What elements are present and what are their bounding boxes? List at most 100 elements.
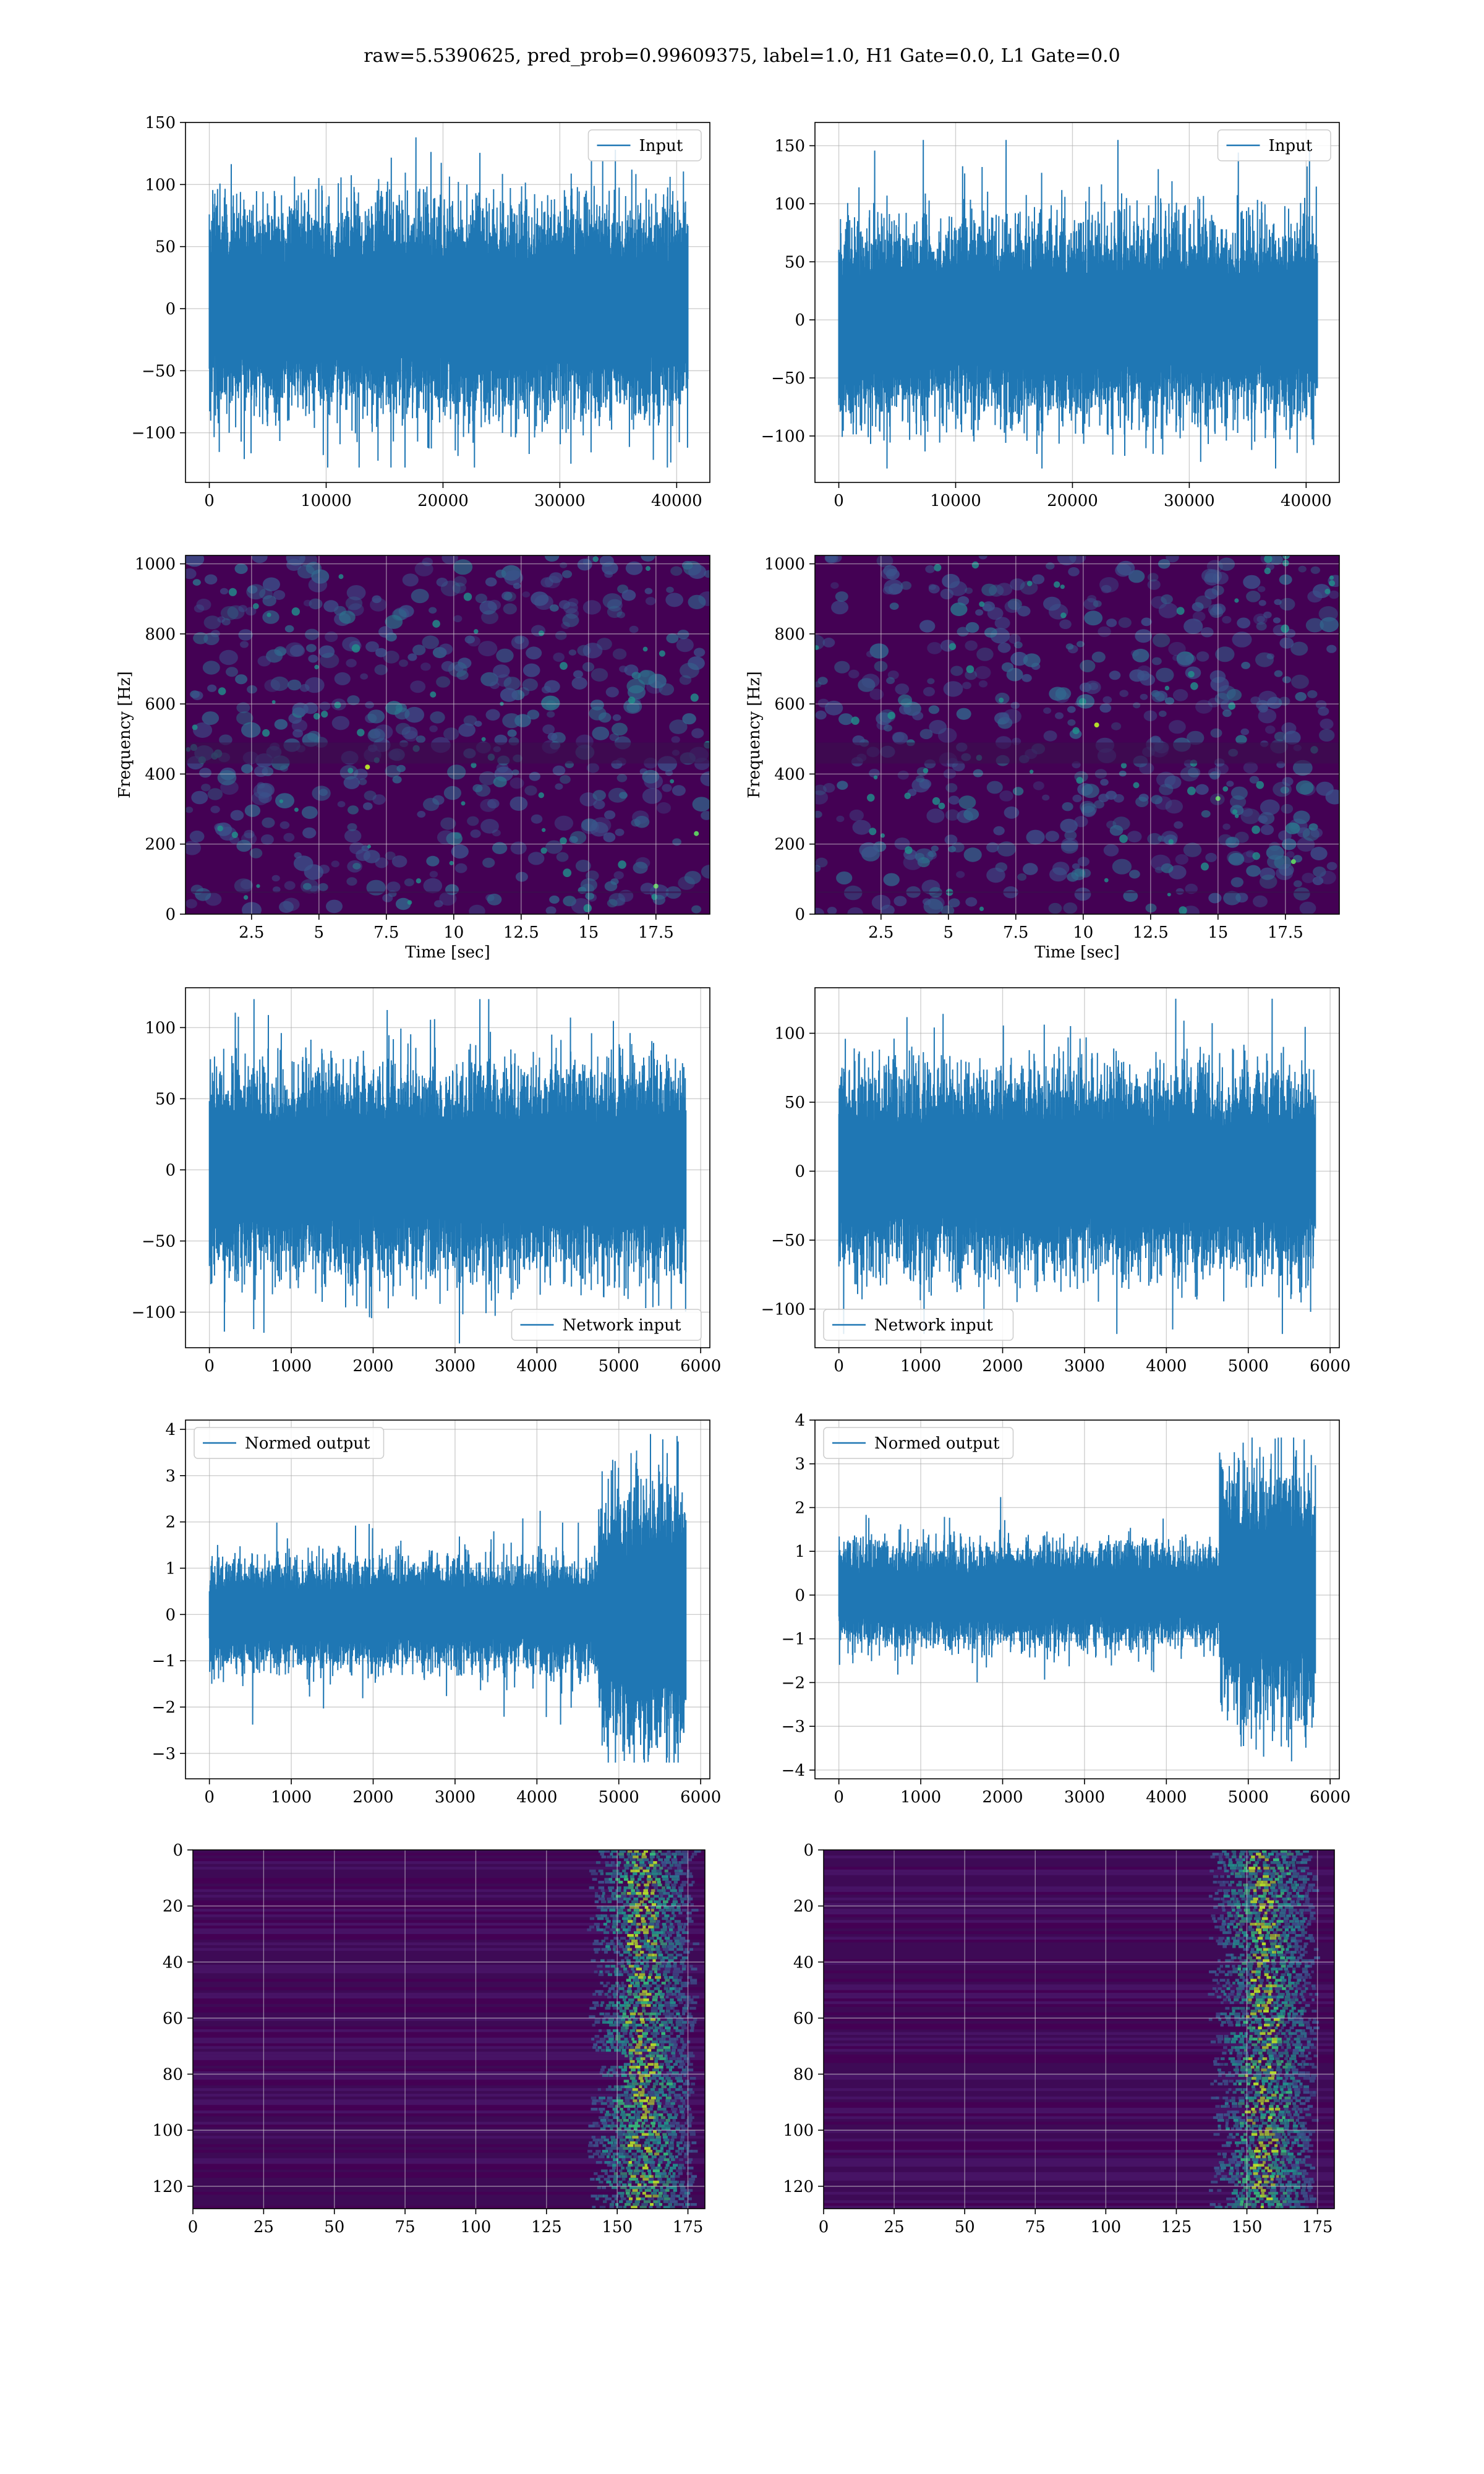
x-tick-label: 10 (443, 923, 464, 942)
x-tick-label: 4000 (1146, 1788, 1187, 1807)
y-tick-label: 4 (165, 1421, 176, 1439)
y-tick-label: −50 (771, 1231, 805, 1250)
heatmap-feat-h1 (193, 1850, 705, 2209)
y-tick-label: 120 (783, 2178, 814, 2196)
y-tick-label: 2 (165, 1513, 176, 1532)
axes-frame (814, 555, 1340, 915)
y-tick-label: 0 (795, 311, 805, 330)
series-line (208, 999, 687, 1344)
x-tick-label: 125 (531, 2218, 562, 2236)
y-tick-label: 80 (793, 2066, 814, 2084)
axes-frame (185, 987, 710, 1348)
y-tick-label: 800 (774, 625, 805, 644)
legend-label: Input (639, 137, 683, 155)
y-tick-label: 0 (173, 1841, 183, 1860)
y-tick-label: 0 (795, 905, 805, 924)
legend-label: Network input (563, 1316, 681, 1335)
y-tick-label: 50 (785, 1094, 805, 1112)
x-tick-label: 175 (673, 2218, 704, 2236)
series-line (838, 998, 1316, 1334)
x-tick-label: 150 (1232, 2218, 1263, 2236)
x-tick-label: 15 (1208, 923, 1228, 942)
panel-feat-l1: 0 25 50 75 100 125 150 175 0 20 40 60 80 100 120 (783, 1841, 1335, 2236)
y-tick-label: 0 (795, 1163, 805, 1181)
x-tick-label: 40000 (651, 492, 702, 510)
x-tick-label: 100 (461, 2218, 492, 2236)
x-tick-label: 0 (188, 2218, 198, 2236)
y-tick-label: 20 (163, 1898, 183, 1916)
y-tick-label: 100 (783, 2121, 814, 2140)
x-tick-label: 1000 (271, 1357, 312, 1376)
x-tick-label: 0 (204, 1357, 215, 1376)
x-tick-label: 25 (884, 2218, 905, 2236)
y-tick-label: 40 (793, 1953, 814, 1972)
series-line (838, 1437, 1316, 1761)
y-tick-label: −4 (782, 1761, 805, 1780)
y-tick-label: −100 (132, 424, 176, 443)
y-tick-label: 0 (165, 1606, 176, 1624)
x-tick-label: 30000 (534, 492, 586, 510)
y-tick-label: −2 (152, 1698, 176, 1717)
x-tick-label: 75 (1025, 2218, 1046, 2236)
y-tick-label: 600 (145, 695, 176, 714)
legend: Network input (511, 1309, 702, 1341)
y-tick-label: −100 (132, 1303, 176, 1322)
y-tick-label: 0 (803, 1841, 814, 1860)
x-tick-label: 20000 (1047, 492, 1098, 510)
x-tick-label: 1000 (900, 1357, 941, 1376)
x-tick-label: 0 (834, 492, 844, 510)
x-tick-label: 0 (834, 1357, 844, 1376)
panel-norm-l1: Normed output 0 1000 2000 3000 4000 5000 6000 −4… (782, 1411, 1351, 1807)
x-tick-label: 30000 (1164, 492, 1215, 510)
axes-frame (192, 1849, 706, 2209)
y-tick-label: 80 (163, 2066, 183, 2084)
legend-label: Network input (874, 1316, 993, 1335)
legend: Input (587, 129, 702, 161)
panel-feat-h1: 0 25 50 75 100 125 150 175 0 20 40 60 80 100 120 (152, 1841, 706, 2236)
y-tick-label: 0 (165, 1161, 176, 1179)
x-tick-label: 50 (955, 2218, 975, 2236)
x-tick-label: 0 (819, 2218, 829, 2236)
y-tick-label: 2 (795, 1499, 805, 1517)
series-line (208, 137, 689, 468)
y-tick-label: 50 (155, 238, 176, 257)
y-tick-label: −100 (761, 427, 805, 446)
x-tick-label: 0 (834, 1788, 844, 1807)
axes-frame (814, 987, 1340, 1348)
y-tick-label: 120 (152, 2178, 183, 2196)
x-tick-label: 40000 (1281, 492, 1332, 510)
series-line (838, 140, 1318, 469)
y-tick-label: 400 (145, 765, 176, 784)
y-tick-label: −3 (152, 1745, 176, 1763)
x-tick-label: 17.5 (638, 923, 674, 942)
y-tick-label: 100 (774, 195, 805, 213)
legend: Normed output (194, 1427, 385, 1459)
x-tick-label: 125 (1161, 2218, 1192, 2236)
axes-frame (185, 1419, 710, 1779)
x-tick-label: 6000 (1310, 1788, 1350, 1807)
x-tick-label: 4000 (516, 1788, 557, 1807)
y-tick-label: −50 (142, 362, 176, 380)
y-tick-label: 40 (163, 1953, 183, 1972)
y-tick-label: 800 (145, 625, 176, 644)
x-tick-label: 12.5 (1133, 923, 1169, 942)
legend-label: Input (1269, 137, 1313, 155)
axes-frame (185, 555, 710, 915)
panel-norm-h1: Normed output 0 1000 2000 3000 4000 5000 6000 −3… (152, 1419, 721, 1807)
legend-label: Normed output (245, 1434, 370, 1453)
x-tick-label: 150 (602, 2218, 633, 2236)
y-tick-label: 200 (145, 836, 176, 854)
x-tick-label: 3000 (435, 1788, 475, 1807)
panel-input-l1: Input 0 10000 20000 30000 40000 −100 −50 0 50 100 1… (761, 122, 1340, 510)
series-line (208, 1434, 687, 1763)
heatmap-spec-l1 (815, 555, 1339, 914)
y-tick-label: 60 (793, 2010, 814, 2028)
panel-input-h1: Input 0 10000 20000 30000 40000 −100 −50 0 50 100 1… (132, 114, 710, 510)
x-tick-label: 2.5 (868, 923, 893, 942)
y-tick-label: 50 (155, 1090, 176, 1108)
x-tick-label: 6000 (680, 1357, 721, 1376)
x-tick-label: 2.5 (239, 923, 264, 942)
panel-spec-l1: 2.5 5 7.5 10 12.5 15 17.5 0 200 400 600 800 1000 Time… (745, 555, 1340, 962)
y-tick-label: 50 (785, 253, 805, 272)
